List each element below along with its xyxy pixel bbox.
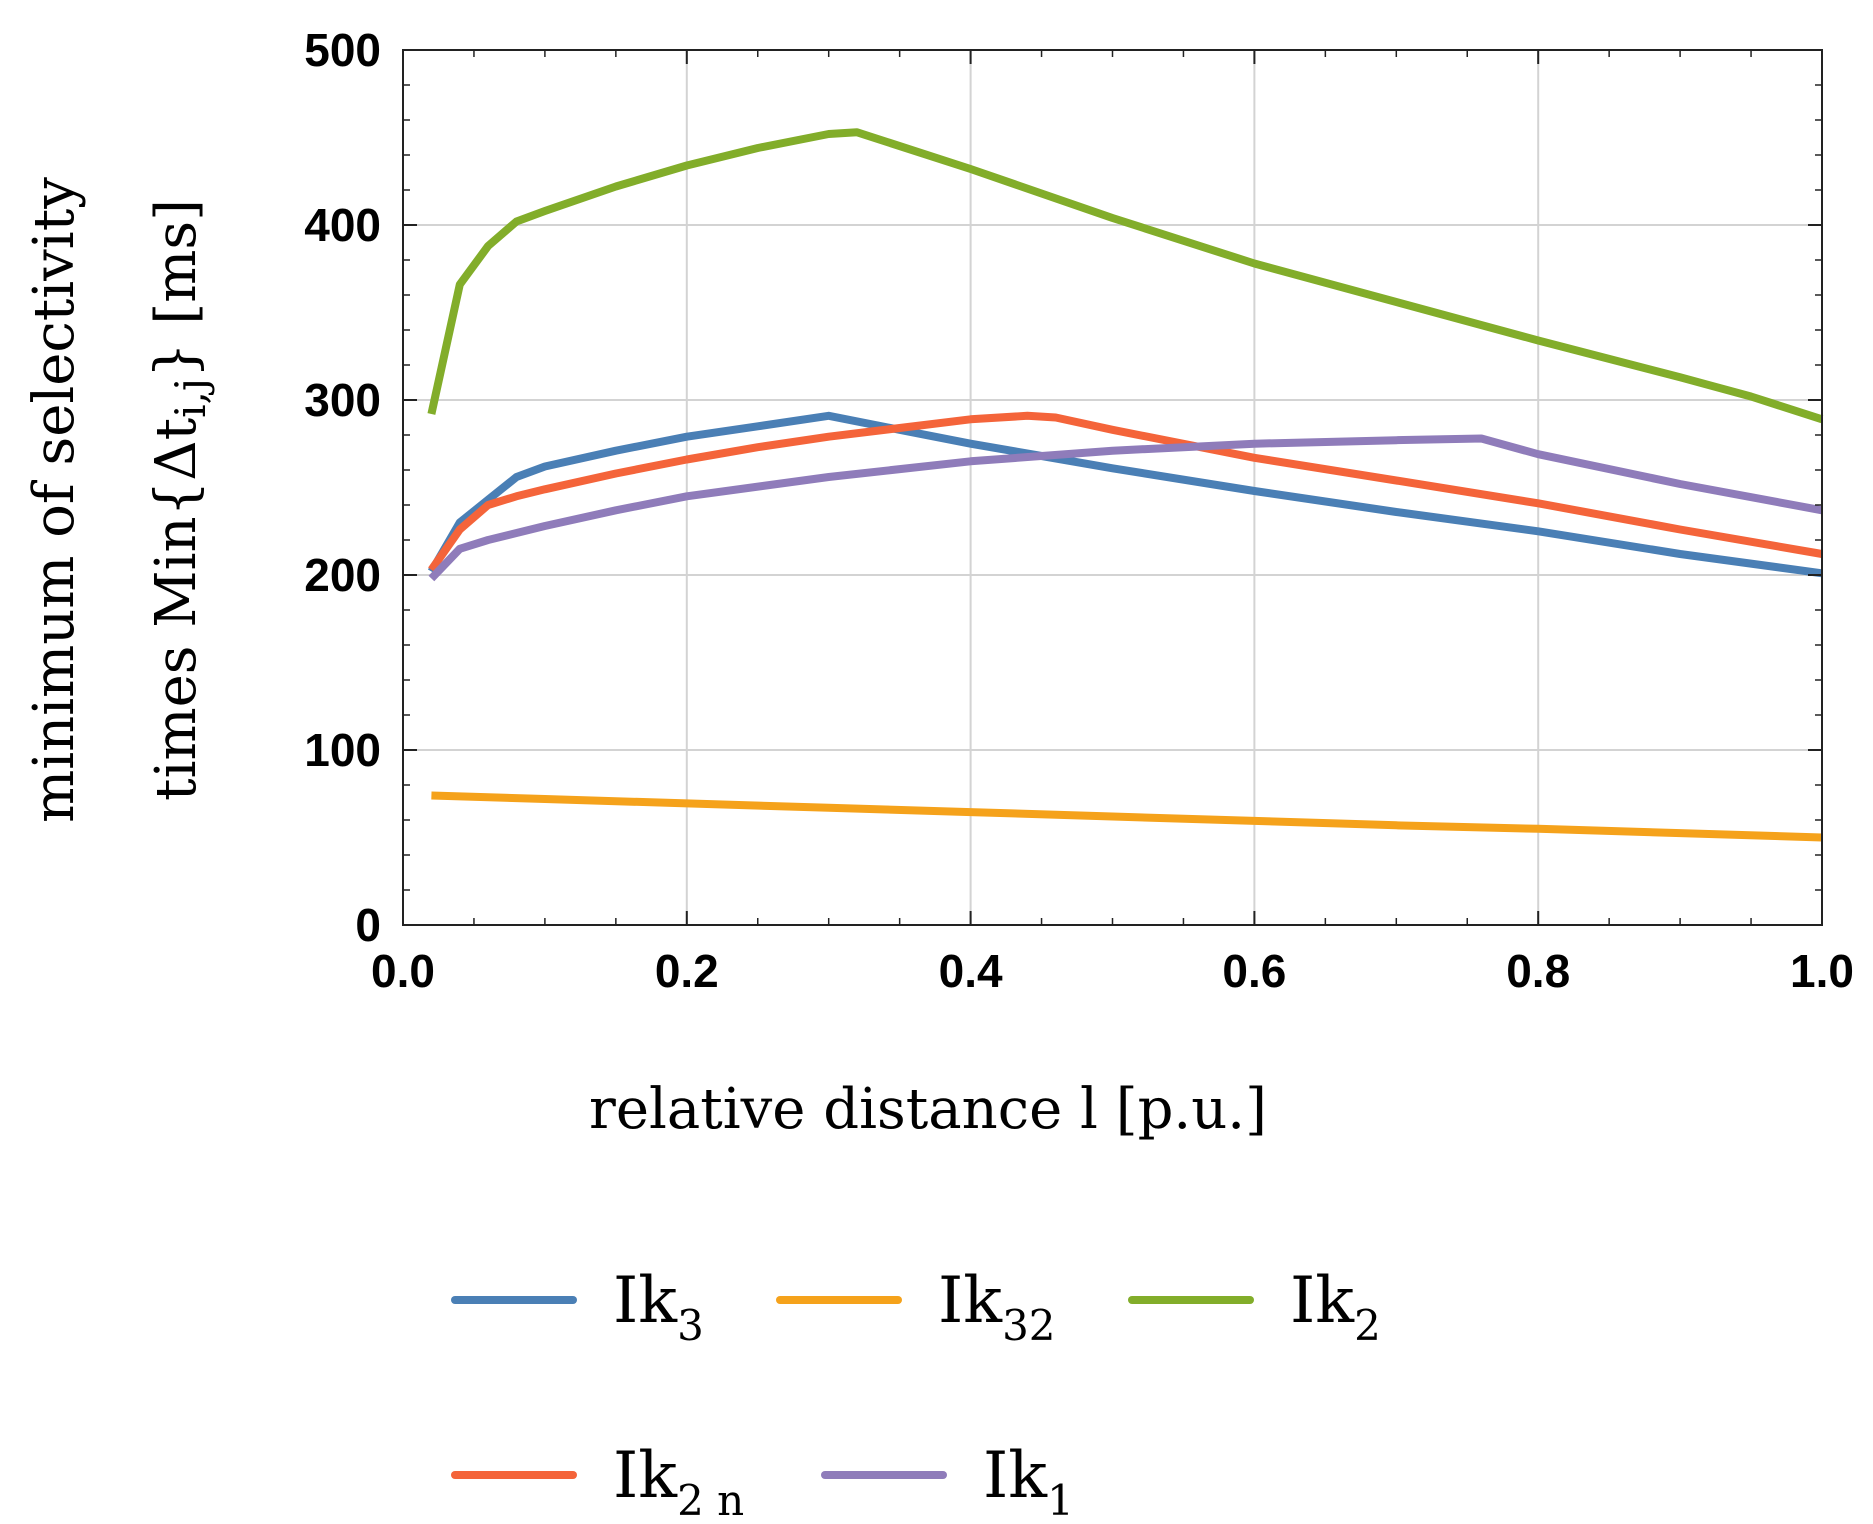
legend-label-sub: 3 bbox=[677, 1301, 704, 1350]
legend-label-ik1: Ik1 bbox=[983, 1439, 1074, 1524]
y-tick-label: 0 bbox=[355, 899, 381, 951]
legend-label-sub: 2 bbox=[1354, 1301, 1381, 1350]
y-tick-label: 400 bbox=[304, 199, 381, 251]
y-axis-title-line1: minimum of selectivity bbox=[22, 177, 87, 823]
y-tick-label: 500 bbox=[304, 24, 381, 76]
series-line-ik3 bbox=[427, 411, 1823, 578]
x-tick-label: 0.0 bbox=[371, 945, 435, 997]
tick-labels: 0.0 0.2 0.4 0.6 0.8 1.0 0 100 200 300 400 500 bbox=[304, 24, 1854, 997]
series-layer bbox=[427, 128, 1824, 842]
legend-label-main: Ik bbox=[983, 1439, 1048, 1513]
series-line-ik1 bbox=[428, 434, 1823, 582]
legend-label-ik2: Ik2 bbox=[1290, 1264, 1381, 1350]
legend-label-main: Ik bbox=[1290, 1264, 1355, 1338]
legend-label-main: Ik bbox=[613, 1264, 678, 1338]
axis-ticks bbox=[402, 49, 1823, 926]
grid-lines bbox=[403, 50, 1822, 925]
y-axis-title-line2-sub: i,j bbox=[166, 378, 215, 418]
legend-label-ik2n: Ik2 n bbox=[613, 1439, 744, 1524]
y-axis-title-line2: times Min{Δti,j} [ms] bbox=[144, 199, 215, 801]
y-tick-label: 200 bbox=[304, 549, 381, 601]
legend-label-sub: 2 n bbox=[677, 1476, 744, 1524]
y-axis-title-line2-end: } [ms] bbox=[144, 199, 209, 378]
y-tick-label: 300 bbox=[304, 374, 381, 426]
y-tick-label: 100 bbox=[304, 724, 381, 776]
legend-label-ik3: Ik3 bbox=[613, 1264, 704, 1350]
legend-label-sub: 1 bbox=[1047, 1476, 1074, 1524]
x-tick-label: 0.4 bbox=[939, 945, 1003, 997]
x-tick-label: 1.0 bbox=[1790, 945, 1854, 997]
x-axis-title: relative distance l [p.u.] bbox=[589, 1077, 1267, 1142]
x-tick-label: 0.2 bbox=[655, 945, 719, 997]
x-tick-label: 0.8 bbox=[1506, 945, 1570, 997]
plot-frame bbox=[402, 49, 1823, 926]
series-line-ik2n bbox=[428, 411, 1823, 573]
legend-label-sub: 32 bbox=[1002, 1301, 1055, 1350]
legend-label-main: Ik bbox=[613, 1439, 678, 1513]
x-tick-label: 0.6 bbox=[1222, 945, 1286, 997]
series-line-ik32 bbox=[431, 791, 1823, 842]
series-line-ik2 bbox=[427, 128, 1824, 424]
legend-label-ik32: Ik32 bbox=[938, 1264, 1056, 1350]
y-axis-title-line2-main: times Min{Δt bbox=[144, 417, 209, 801]
legend-label-main: Ik bbox=[938, 1264, 1003, 1338]
